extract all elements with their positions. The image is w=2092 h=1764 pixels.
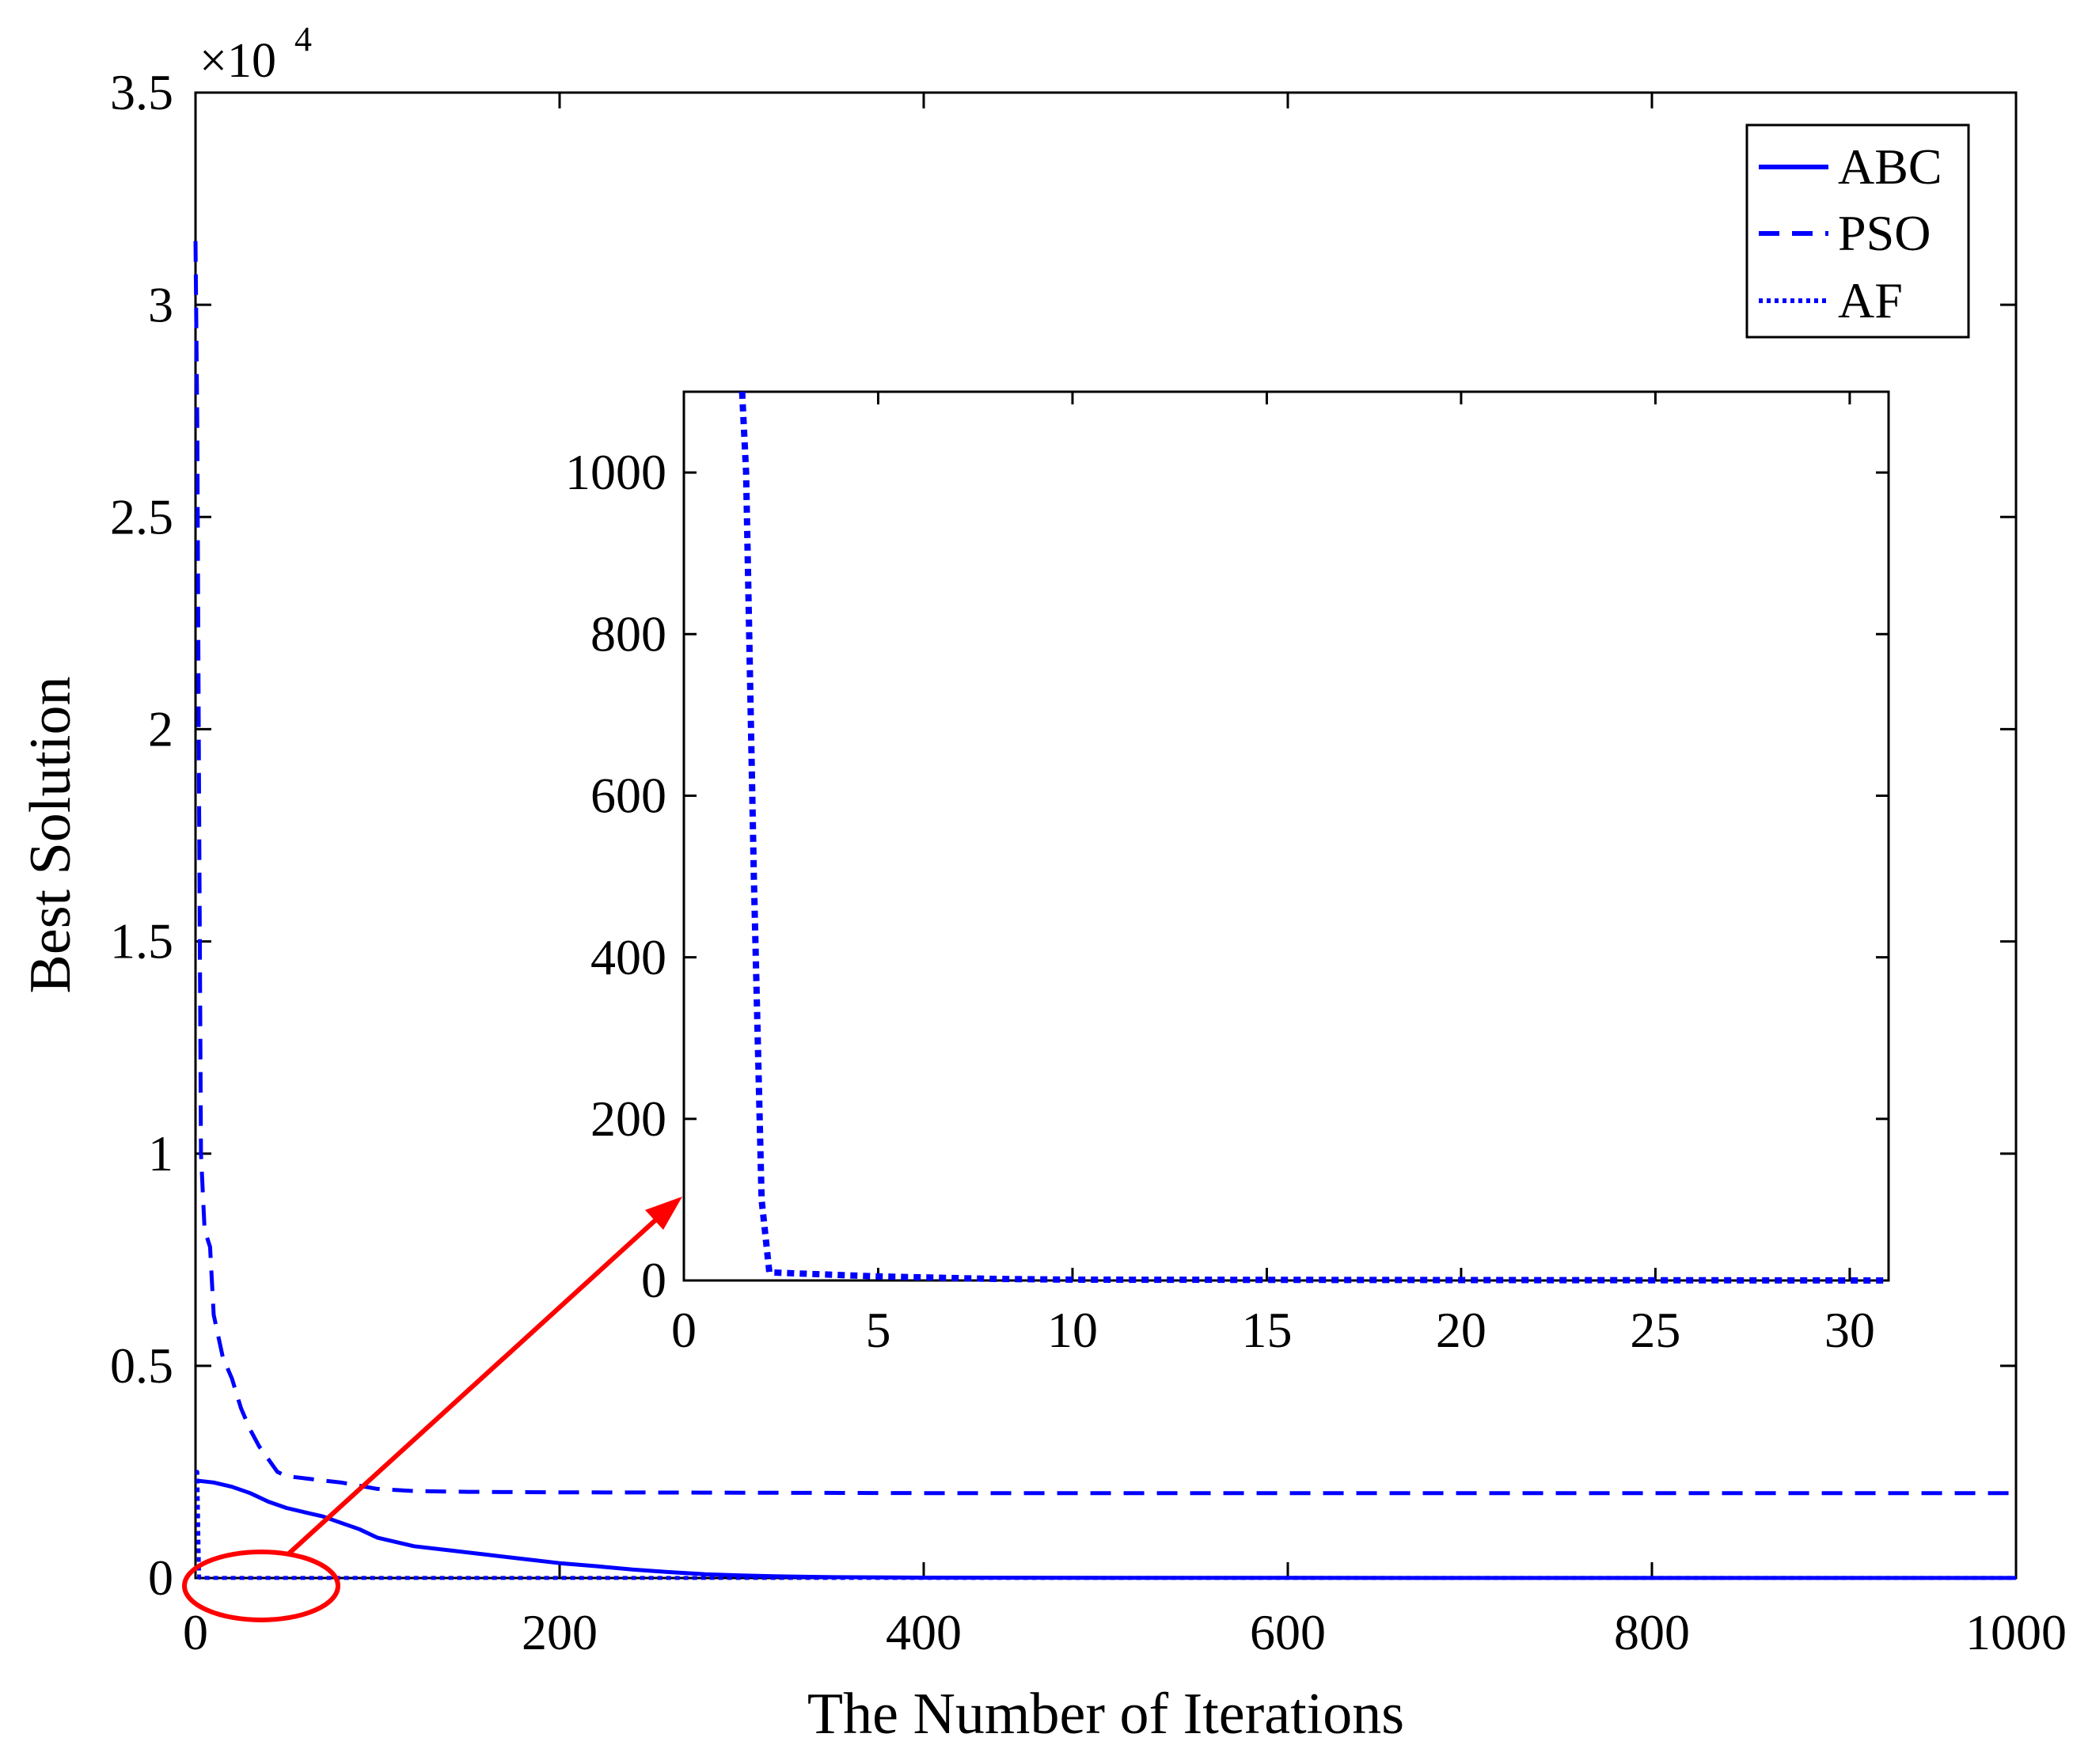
x-tick-label: 400: [886, 1604, 962, 1660]
y-tick-label: 1000: [565, 444, 666, 500]
legend: ABC PSO AF: [1745, 123, 1970, 339]
inset-plot: 0 5 10 15 20 25 30 0 200 400 600 800 1000: [565, 390, 1890, 1358]
x-tick-label: 0: [671, 1302, 697, 1358]
legend-label-af: AF: [1838, 272, 1903, 328]
x-tick-label: 10: [1047, 1302, 1098, 1358]
inset-series-lines: [738, 391, 1889, 1284]
x-tick-label: 15: [1241, 1302, 1292, 1358]
x-tick-label: 0: [183, 1604, 208, 1660]
x-tick-label: 200: [522, 1604, 598, 1660]
zoom-ellipse: [182, 1550, 340, 1622]
y-tick-label: 800: [590, 605, 666, 662]
x-tick-label: 20: [1436, 1302, 1486, 1358]
y-multiplier-exponent: 4: [294, 20, 312, 59]
y-tick-label: 600: [590, 768, 666, 824]
y-tick-label: 1.5: [110, 913, 173, 969]
y-axis-label: Best Solution: [18, 677, 83, 994]
x-tick-label: 600: [1250, 1604, 1326, 1660]
inset-y-ticks: 0 200 400 600 800 1000: [565, 444, 1889, 1308]
y-tick-label: 2: [148, 701, 173, 757]
inset-axes-frame: [682, 390, 1890, 1282]
series-line-af: [195, 1470, 2016, 1580]
zoom-arrow-head: [645, 1197, 682, 1230]
y-tick-label: 0.5: [110, 1337, 173, 1394]
x-tick-label: 30: [1824, 1302, 1875, 1358]
y-tick-label: 200: [590, 1091, 666, 1147]
legend-label-abc: ABC: [1838, 138, 1942, 195]
y-tick-label: 3.5: [110, 64, 173, 120]
y-tick-label: 3: [148, 276, 173, 332]
x-tick-label: 1000: [1965, 1604, 2067, 1660]
x-tick-label: 800: [1614, 1604, 1690, 1660]
zoom-annotation: [182, 1197, 682, 1622]
y-tick-label: 1: [148, 1125, 173, 1182]
y-tick-label: 0: [148, 1550, 173, 1606]
main-y-ticks: 0 0.5 1 1.5 2 2.5 3 3.5: [110, 64, 2016, 1606]
y-tick-label: 2.5: [110, 488, 173, 544]
x-tick-label: 5: [865, 1302, 890, 1358]
y-multiplier-base: ×10: [199, 34, 276, 88]
main-x-ticks: 0 200 400 600 800 1000: [183, 93, 2067, 1660]
x-tick-label: 25: [1630, 1302, 1680, 1358]
main-series-lines: [193, 241, 2016, 1580]
series-line-s0: [738, 391, 1889, 1284]
legend-label-pso: PSO: [1838, 205, 1931, 261]
y-tick-label: 400: [590, 929, 666, 985]
zoom-arrow-shaft: [287, 1216, 659, 1556]
y-tick-label: 0: [641, 1252, 666, 1308]
series-line-pso: [193, 241, 2016, 1496]
inset-x-ticks: 0 5 10 15 20 25 30: [671, 392, 1875, 1358]
x-axis-label: The Number of Iterations: [807, 1682, 1404, 1747]
